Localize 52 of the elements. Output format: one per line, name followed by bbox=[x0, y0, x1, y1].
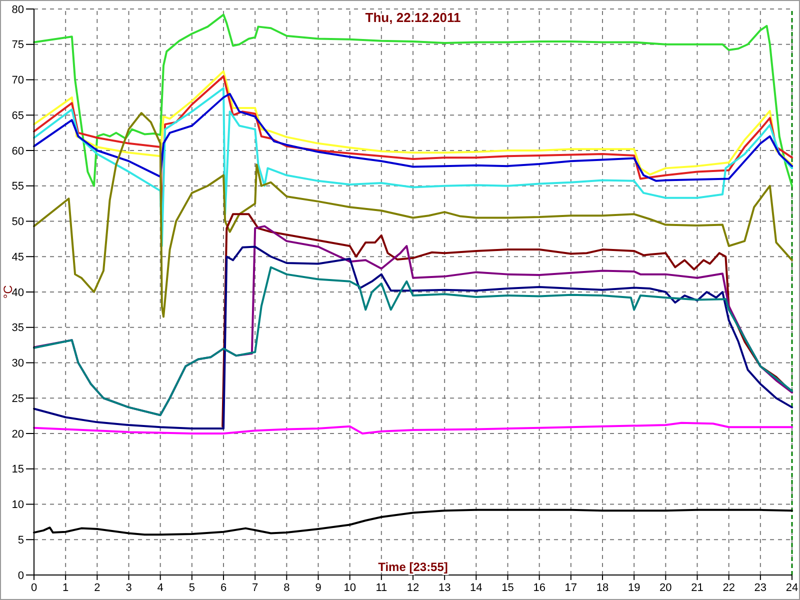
y-tick-label: 20 bbox=[12, 428, 24, 440]
y-tick-label: 15 bbox=[12, 464, 24, 476]
x-tick-label: 22 bbox=[722, 582, 735, 594]
x-tick-label: 2 bbox=[94, 582, 100, 594]
x-tick-label: 6 bbox=[220, 582, 227, 594]
y-tick-label: 75 bbox=[12, 39, 24, 52]
y-tick-label: 60 bbox=[12, 145, 24, 158]
x-tick-label: 19 bbox=[628, 582, 640, 594]
y-tick-label: 55 bbox=[12, 180, 24, 193]
y-tick-label: 70 bbox=[12, 74, 24, 87]
line-series bbox=[33, 14, 793, 187]
y-tick-label: 5 bbox=[18, 534, 24, 546]
y-tick-label: 30 bbox=[12, 358, 24, 370]
x-tick-label: 13 bbox=[438, 582, 451, 594]
x-tick-label: 1 bbox=[62, 582, 69, 594]
line-series bbox=[33, 112, 793, 318]
line-series bbox=[33, 70, 793, 176]
x-tick-label: 16 bbox=[533, 582, 546, 594]
line-series bbox=[33, 422, 793, 434]
x-tick-label: 18 bbox=[596, 582, 609, 594]
x-tick-label: 11 bbox=[376, 582, 388, 594]
x-tick-label: 3 bbox=[126, 582, 132, 594]
x-tick-label: 4 bbox=[157, 582, 164, 594]
y-tick-label: 80 bbox=[12, 4, 24, 16]
line-series bbox=[33, 87, 793, 248]
x-tick-label: 23 bbox=[754, 582, 767, 594]
x-tick-label: 21 bbox=[691, 582, 704, 594]
y-tick-label: 0 bbox=[18, 570, 24, 582]
y-tick-label: 45 bbox=[12, 251, 24, 264]
x-tick-label: 10 bbox=[344, 582, 356, 594]
x-tick-label: 9 bbox=[315, 582, 322, 594]
x-tick-label: 0 bbox=[30, 582, 38, 594]
y-tick-label: 10 bbox=[12, 499, 24, 512]
x-tick-label: 17 bbox=[564, 582, 578, 594]
chart-title: Thu, 22.12.2011 bbox=[365, 10, 461, 25]
y-tick-label: 35 bbox=[12, 322, 24, 334]
y-tick-label: 50 bbox=[12, 216, 24, 228]
x-tick-label: 5 bbox=[188, 582, 195, 594]
x-tick-label: 8 bbox=[284, 582, 290, 594]
y-tick-label: 65 bbox=[12, 110, 24, 122]
x-tick-label: 20 bbox=[660, 582, 672, 594]
y-tick-label: 40 bbox=[12, 286, 24, 299]
line-series bbox=[33, 266, 793, 416]
line-series bbox=[33, 246, 793, 430]
y-tick-label: 25 bbox=[12, 392, 24, 405]
x-tick-label: 12 bbox=[406, 582, 420, 594]
x-tick-label: 15 bbox=[502, 582, 514, 594]
x-tick-label: 24 bbox=[786, 582, 798, 594]
line-series bbox=[33, 92, 793, 182]
x-tick-label: 14 bbox=[470, 582, 482, 594]
x-axis-title: Time [23:55] bbox=[378, 560, 448, 574]
x-tick-label: 7 bbox=[252, 582, 258, 594]
